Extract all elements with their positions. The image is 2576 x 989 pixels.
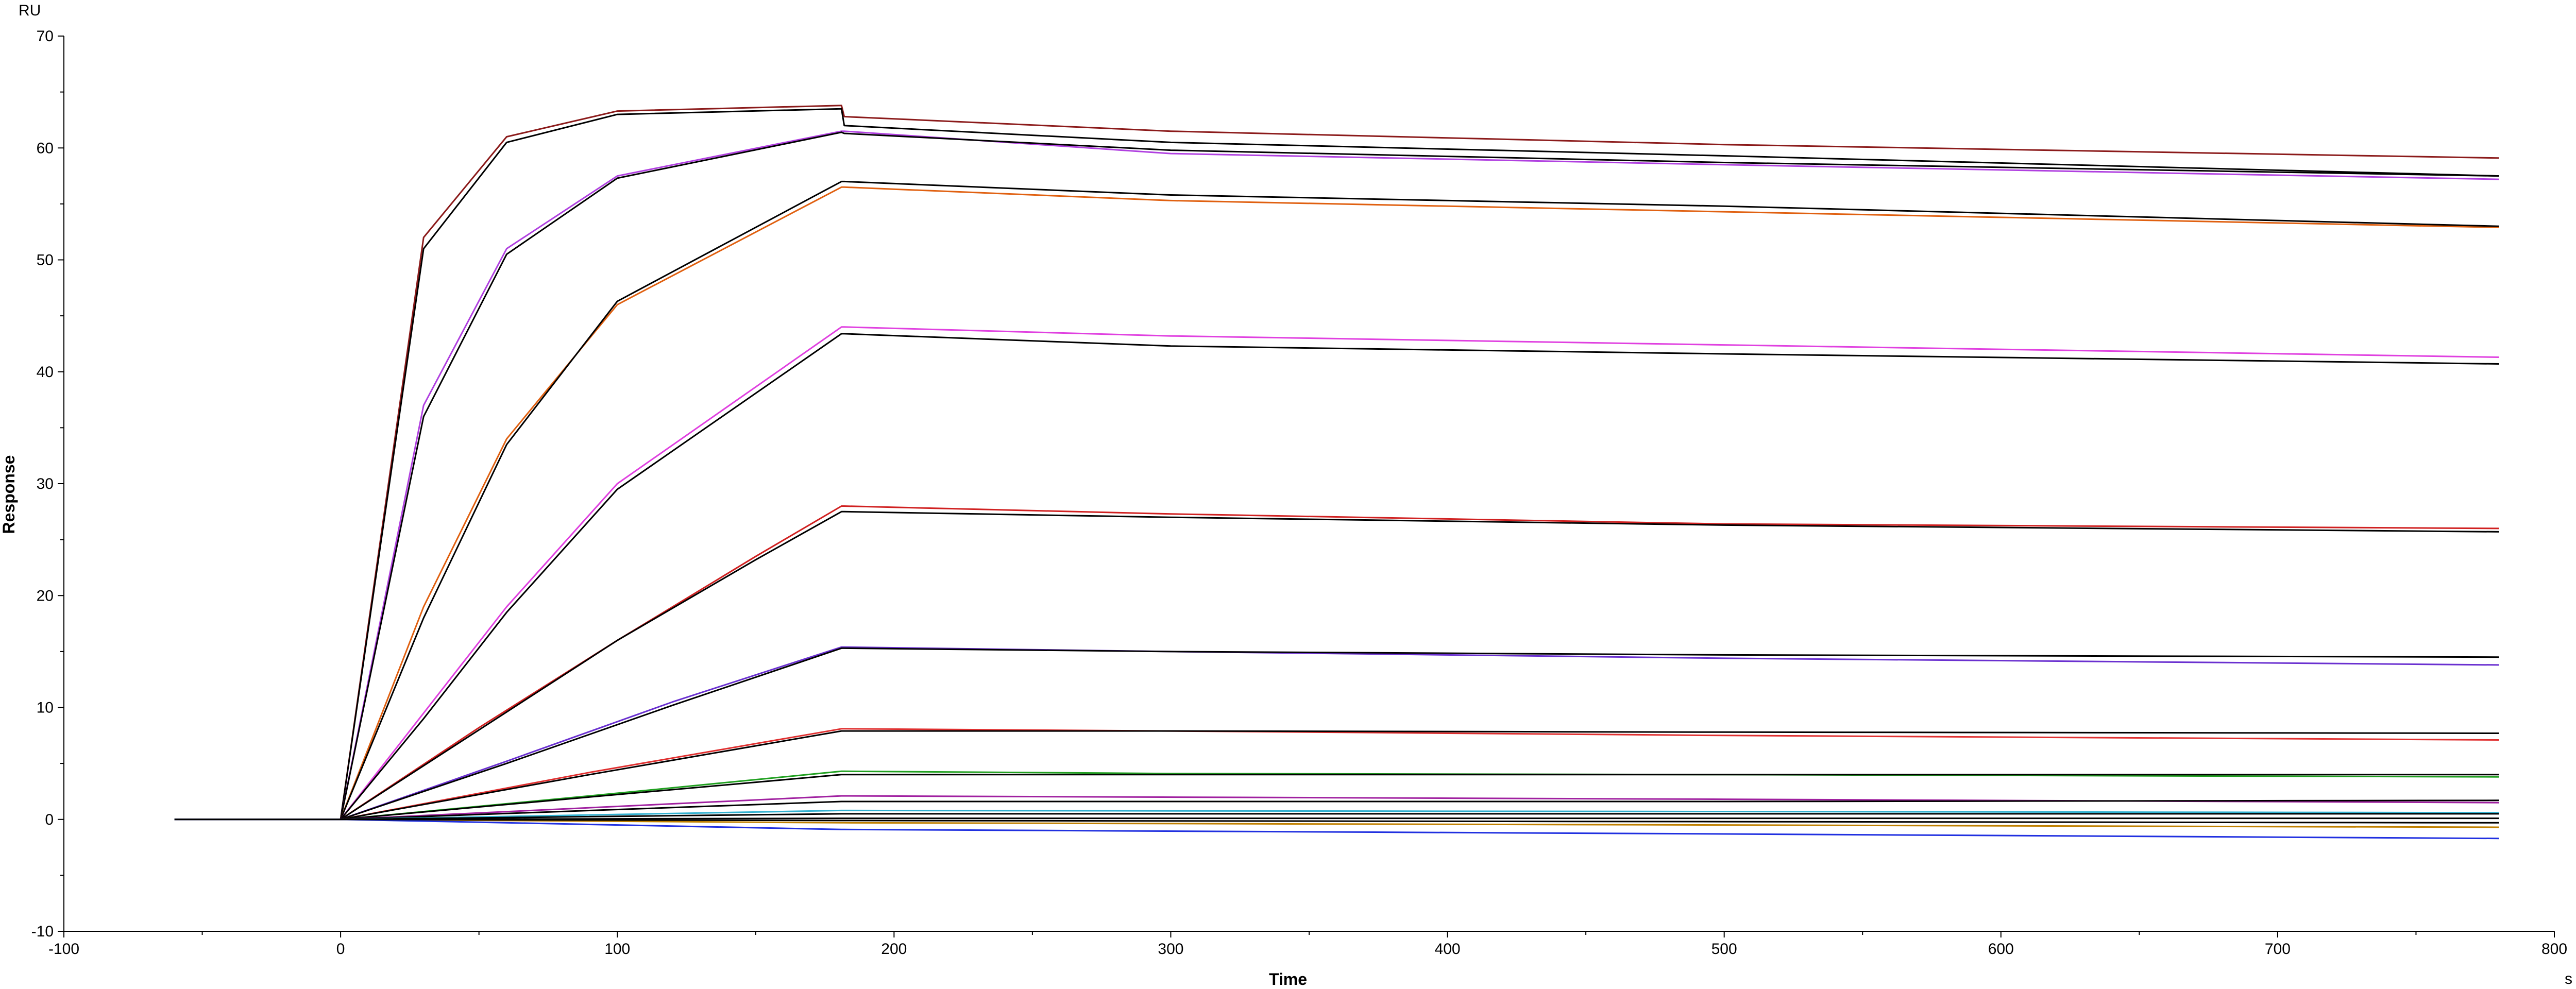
x-tick-label: 600 (1988, 941, 2014, 958)
y-tick-label: 60 (37, 140, 54, 157)
x-ticks: -100 0 100 200 300 400 500 600 700 800 (48, 931, 2567, 958)
series-line-4 (174, 131, 2499, 821)
x-tick-label: 100 (604, 941, 630, 958)
x-tick-label: 0 (336, 941, 345, 958)
y-tick-label: 70 (37, 28, 54, 45)
x-axis-title: Time (1269, 970, 1307, 988)
y-tick-label: 10 (37, 700, 54, 717)
series-line-6 (174, 180, 2499, 821)
x-tick-label: -100 (48, 941, 79, 958)
series-line-2 (174, 108, 2499, 821)
y-ticks: -10 0 10 20 30 40 50 60 70 (31, 28, 64, 940)
series-line-8 (174, 333, 2499, 821)
series-line-7 (174, 326, 2499, 821)
series-line-3 (174, 130, 2499, 821)
x-tick-label: 400 (1435, 941, 1461, 958)
curves-layer (174, 105, 2499, 840)
x-unit-label: s (2565, 970, 2572, 987)
series-line-16 (174, 774, 2499, 821)
y-tick-label: -10 (31, 923, 54, 940)
y-axis-title: Response (0, 455, 18, 534)
series-line-9 (174, 505, 2499, 821)
y-tick-label: 40 (37, 364, 54, 381)
y-tick-label: 30 (37, 475, 54, 492)
x-tick-label: 500 (1711, 941, 1737, 958)
series-line-14 (174, 730, 2499, 821)
y-tick-label: 20 (37, 587, 54, 604)
x-tick-label: 300 (1158, 941, 1183, 958)
x-tick-label: 700 (2265, 941, 2291, 958)
series-line-1 (174, 105, 2499, 821)
series-line-12 (174, 647, 2499, 821)
series-line-5 (174, 186, 2499, 821)
x-tick-label: 200 (881, 941, 907, 958)
x-tick-label: 800 (2541, 941, 2567, 958)
series-line-24 (174, 819, 2499, 824)
y-tick-label: 50 (37, 252, 54, 269)
y-unit-label: RU (19, 2, 41, 19)
series-line-10 (174, 510, 2499, 821)
y-tick-label: 0 (45, 811, 54, 828)
